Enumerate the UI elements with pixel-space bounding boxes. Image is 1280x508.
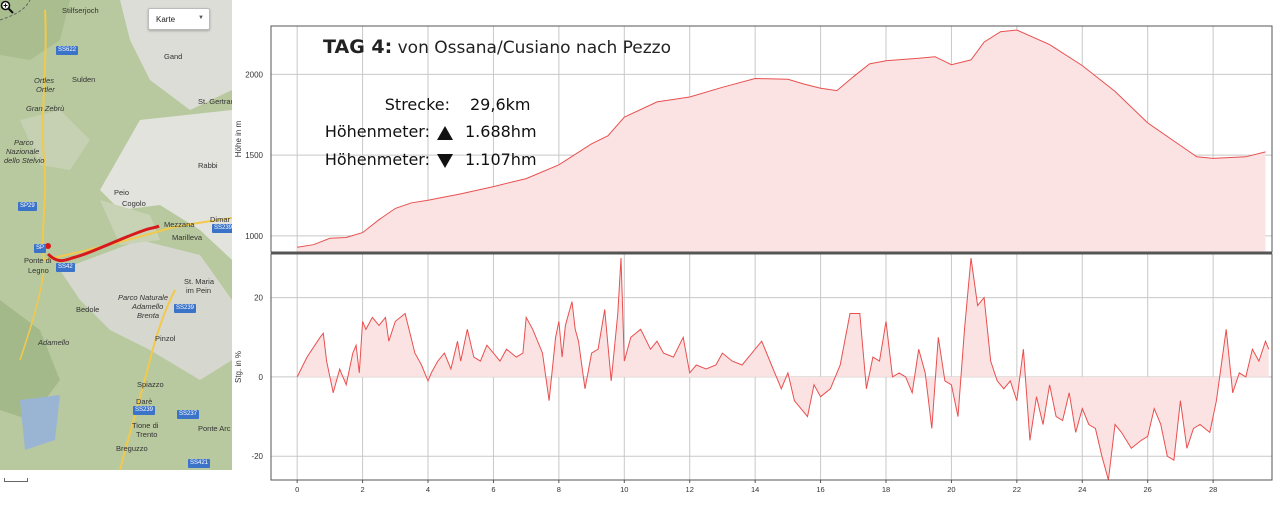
- x-tick-label: 20: [947, 485, 955, 494]
- x-tick-label: 16: [816, 485, 824, 494]
- chevron-down-icon: ▼: [198, 15, 204, 21]
- elevation-area-fill: [297, 30, 1266, 252]
- elevation-series-line: [297, 29, 1266, 248]
- map-scale-bar: [4, 478, 28, 482]
- x-tick-label: 18: [882, 485, 890, 494]
- gradient-y-tick-label: 20: [254, 294, 263, 303]
- gradient-y-axis-label: Stg. in %: [234, 351, 243, 383]
- gradient-series-line: [296, 257, 1270, 481]
- descent-triangle-icon: [437, 154, 453, 168]
- map-place-label: Gand: [164, 52, 183, 61]
- map-place-label: Darè: [136, 397, 153, 406]
- map-place-label: Dimar: [210, 215, 230, 224]
- map-type-select[interactable]: Karte ▼: [148, 8, 210, 30]
- x-tick-label: 22: [1013, 485, 1021, 494]
- map-place-label: Cogolo: [122, 199, 146, 208]
- map-terrain: [0, 0, 232, 470]
- x-tick-label: 26: [1144, 485, 1152, 494]
- gradient-y-tick-label: 0: [259, 373, 264, 382]
- elevation-y-tick-label: 1500: [245, 151, 263, 160]
- map-type-label: Karte: [156, 15, 176, 24]
- road-number-badge: SS239: [133, 406, 156, 415]
- map-place-label: Peio: [114, 188, 130, 197]
- x-tick-label: 2: [361, 485, 365, 494]
- map-place-label: im Pein: [186, 286, 212, 295]
- chart-title: TAG 4: von Ossana/Cusiano nach Pezzo: [323, 36, 671, 58]
- x-tick-label: 0: [295, 485, 299, 494]
- chart-title-route: von Ossana/Cusiano nach Pezzo: [392, 38, 671, 58]
- elevation-y-tick-label: 2000: [245, 70, 263, 79]
- road-number-badge: SP: [34, 244, 47, 253]
- map-place-label: Ortles: [34, 76, 55, 85]
- map-place-label: Parco: [14, 138, 34, 147]
- road-number-badge: SS622: [56, 46, 79, 55]
- map-place-label: Stilfserjoch: [62, 6, 99, 15]
- map-place-label: Marilleva: [172, 233, 203, 242]
- map-place-label: Brenta: [137, 311, 160, 320]
- map-place-label: Ponte Arc: [198, 424, 231, 433]
- road-number-badge: SS239: [174, 304, 197, 313]
- x-tick-label: 4: [426, 485, 430, 494]
- map-place-label: Breguzzo: [116, 444, 148, 453]
- chart-title-day: TAG 4:: [323, 36, 393, 58]
- map-place-label: Adamello: [132, 302, 164, 311]
- map-place-label: Pinzol: [155, 334, 176, 343]
- map-place-label: dello Stelvio: [4, 156, 45, 165]
- map-place-label: Gran Zebrù: [26, 104, 65, 113]
- x-tick-label: 6: [491, 485, 495, 494]
- gradient-y-tick-label: -20: [251, 452, 263, 461]
- x-tick-label: 10: [620, 485, 628, 494]
- road-number-badge: SS421: [188, 459, 211, 468]
- map-place-label: St. Gertraud: [198, 97, 232, 106]
- map-place-label: Bedole: [76, 305, 100, 314]
- stat-value: 29,6km: [470, 95, 531, 114]
- ascent-triangle-icon: [437, 126, 453, 140]
- x-tick-label: 8: [557, 485, 561, 494]
- zoom-icon[interactable]: [0, 0, 14, 14]
- x-tick-label: 14: [751, 485, 759, 494]
- stat-value: 1.107hm: [465, 150, 537, 169]
- x-tick-label: 24: [1078, 485, 1086, 494]
- map-place-label: Ortler: [36, 85, 55, 94]
- road-number-badge: SS239: [212, 224, 232, 233]
- road-number-badge: SS42: [56, 263, 75, 272]
- map-place-label: Ponte di: [24, 256, 52, 265]
- stat-label: Höhenmeter:: [324, 122, 430, 141]
- map-place-label: Spiazzo: [137, 380, 164, 389]
- road-number-badge: SP29: [18, 202, 37, 211]
- elevation-y-tick-label: 1000: [245, 232, 263, 241]
- map-place-label: Trento: [136, 430, 158, 439]
- map-place-label: Rabbi: [198, 161, 218, 170]
- map-place-label: Nazionale: [6, 147, 40, 156]
- map-place-label: Mezzana: [164, 220, 195, 229]
- x-tick-label: 28: [1209, 485, 1217, 494]
- map-place-label: Adamello: [38, 338, 70, 347]
- gradient-area-fill: [297, 258, 1269, 480]
- map-place-label: St. Maria: [184, 277, 215, 286]
- map-place-label: Sulden: [72, 75, 96, 84]
- map-place-label: Tione di: [132, 421, 159, 430]
- x-tick-label: 12: [686, 485, 694, 494]
- elevation-y-axis-label: Höhe in m: [234, 120, 243, 157]
- stat-value: 1.688hm: [465, 122, 537, 141]
- map-place-label: Parco Naturale: [118, 293, 169, 302]
- stat-label: Strecke:: [384, 95, 450, 114]
- route-map[interactable]: Stilfserjoch Gand Sulden Ortles Ortler Gran Z…: [0, 0, 232, 470]
- stat-label: Höhenmeter:: [324, 150, 430, 169]
- road-number-badge: SS237: [177, 410, 200, 419]
- map-place-label: Legno: [28, 266, 49, 275]
